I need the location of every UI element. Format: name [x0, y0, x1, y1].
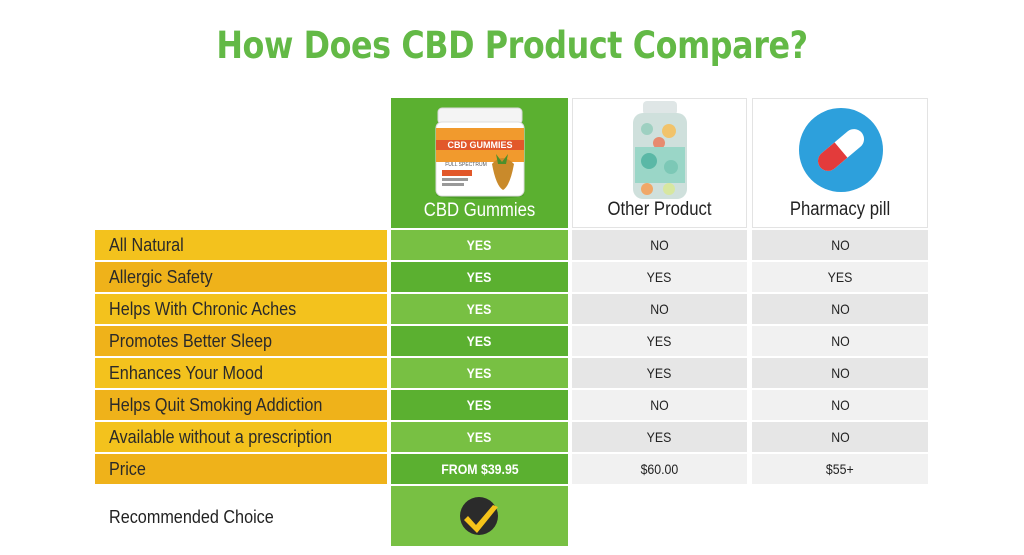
cell-cbd: YES [391, 422, 568, 452]
jar-label-title: CBD GUMMIES [448, 140, 513, 150]
pill-icon [799, 108, 883, 192]
jar-label-subtitle: FULL SPECTRUM [445, 162, 487, 168]
row-label: Available without a prescription [95, 422, 387, 452]
row-label: Allergic Safety [95, 262, 387, 292]
column-header-other-product: Other Product [572, 98, 747, 228]
row-label: All Natural [95, 230, 387, 260]
cell-other: $60.00 [572, 454, 747, 484]
cell-cbd: YES [391, 358, 568, 388]
cell-pill: NO [752, 230, 928, 260]
cbd-gummies-jar-image: CBD GUMMIES FULL SPECTRUM [435, 107, 525, 199]
other-product-bottle-image [633, 101, 687, 199]
row-label: Promotes Better Sleep [95, 326, 387, 356]
row-label: Helps Quit Smoking Addiction [95, 390, 387, 420]
cell-pill: NO [752, 294, 928, 324]
cell-other: YES [572, 326, 747, 356]
cell-other: NO [572, 230, 747, 260]
column-header-pharmacy-pill: Pharmacy pill [752, 98, 928, 228]
cell-cbd: YES [391, 294, 568, 324]
cell-other: YES [572, 422, 747, 452]
recommended-choice-cell [391, 486, 568, 546]
cell-pill: NO [752, 358, 928, 388]
cell-pill: $55+ [752, 454, 928, 484]
row-label: Helps With Chronic Aches [95, 294, 387, 324]
column-label-pharmacy-pill: Pharmacy pill [789, 199, 891, 220]
cell-other: YES [572, 262, 747, 292]
cell-cbd: YES [391, 230, 568, 260]
recommended-choice-label: Recommended Choice [109, 507, 274, 527]
cell-cbd: YES [391, 262, 568, 292]
cell-pill: YES [752, 262, 928, 292]
column-label-cbd-gummies: CBD Gummies [423, 200, 536, 221]
cell-pill: NO [752, 326, 928, 356]
column-header-cbd-gummies: CBD GUMMIES FULL SPECTRUM CBD Gummies [391, 98, 568, 228]
column-label-other-product: Other Product [607, 199, 712, 220]
row-label: Price [95, 454, 387, 484]
page-title: How Does CBD Product Compare? [216, 24, 808, 67]
cell-other: YES [572, 358, 747, 388]
row-label: Enhances Your Mood [95, 358, 387, 388]
cell-pill: NO [752, 390, 928, 420]
cell-cbd: YES [391, 390, 568, 420]
cell-other: NO [572, 390, 747, 420]
checkmark-icon [460, 497, 498, 535]
cell-other: NO [572, 294, 747, 324]
cell-cbd: YES [391, 326, 568, 356]
cell-pill: NO [752, 422, 928, 452]
cell-cbd: FROM $39.95 [391, 454, 568, 484]
